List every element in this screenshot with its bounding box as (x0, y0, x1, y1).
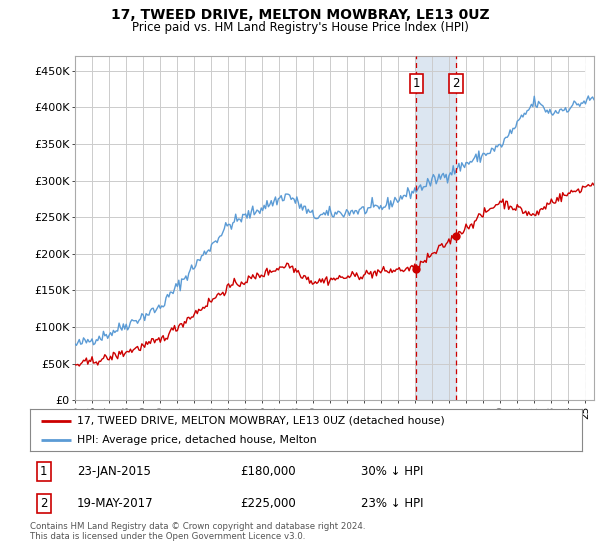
Text: £180,000: £180,000 (240, 465, 295, 478)
Text: 19-MAY-2017: 19-MAY-2017 (77, 497, 154, 510)
Text: Price paid vs. HM Land Registry's House Price Index (HPI): Price paid vs. HM Land Registry's House … (131, 21, 469, 34)
Text: 1: 1 (40, 465, 47, 478)
Text: Contains HM Land Registry data © Crown copyright and database right 2024.
This d: Contains HM Land Registry data © Crown c… (30, 522, 365, 542)
Text: 2: 2 (452, 77, 460, 90)
Text: 1: 1 (413, 77, 420, 90)
Text: 17, TWEED DRIVE, MELTON MOWBRAY, LE13 0UZ: 17, TWEED DRIVE, MELTON MOWBRAY, LE13 0U… (110, 8, 490, 22)
Text: 23% ↓ HPI: 23% ↓ HPI (361, 497, 424, 510)
Bar (586, 56, 594, 400)
Text: 2: 2 (40, 497, 47, 510)
Text: 17, TWEED DRIVE, MELTON MOWBRAY, LE13 0UZ (detached house): 17, TWEED DRIVE, MELTON MOWBRAY, LE13 0U… (77, 416, 445, 426)
Text: £225,000: £225,000 (240, 497, 296, 510)
Text: 30% ↓ HPI: 30% ↓ HPI (361, 465, 424, 478)
Bar (416, 56, 456, 400)
Text: HPI: Average price, detached house, Melton: HPI: Average price, detached house, Melt… (77, 435, 317, 445)
Text: 23-JAN-2015: 23-JAN-2015 (77, 465, 151, 478)
